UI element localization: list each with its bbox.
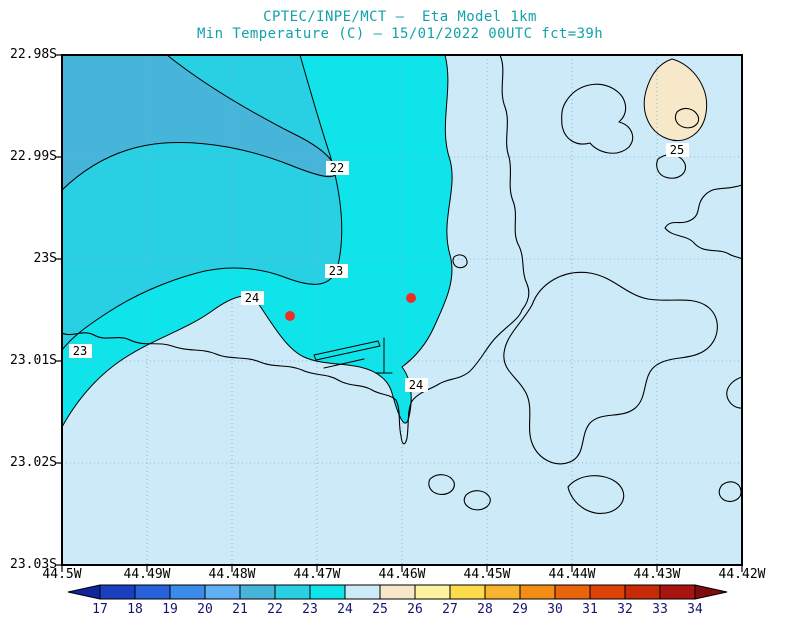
contour-label-24-east: 24 [405, 378, 428, 392]
station-marker-west [285, 311, 295, 321]
colorbar-segment [274, 584, 311, 600]
island-south-east [567, 475, 625, 514]
axis-ticks-bottom [61, 565, 743, 572]
x-axis-label-7: 44.43W [633, 567, 681, 582]
y-axis-label-0: 22.98S [10, 47, 57, 62]
colorbar-tick: 31 [582, 602, 598, 617]
colorbar-segment [169, 584, 206, 600]
island-large-complex [503, 271, 718, 465]
colorbar-segment [344, 584, 381, 600]
y-axis-label-1: 22.99S [10, 149, 57, 164]
island-east-edge-low [718, 481, 742, 502]
island-peninsula-north [561, 83, 634, 154]
colorbar-tick: 19 [162, 602, 178, 617]
x-axis-label-8: 44.42W [718, 567, 766, 582]
colorbar-segment [134, 584, 171, 600]
colorbar-tick: 22 [267, 602, 283, 617]
contour-line-24 [61, 54, 453, 428]
contour-line-22 [61, 54, 337, 191]
contour-label-22: 22 [326, 161, 349, 175]
colorbar-segment [414, 584, 451, 600]
contour-label-23-mid-text: 23 [329, 264, 343, 278]
colorbar-tick: 28 [477, 602, 493, 617]
contour-label-24-west-text: 24 [245, 291, 259, 305]
colorbar-tick: 25 [372, 602, 388, 617]
colorbar: 17 18 19 20 21 22 23 24 25 26 27 28 29 30 31 32 33 34 [67, 584, 728, 617]
y-axis-label-4: 23.02S [10, 455, 57, 470]
colorbar-segment [624, 584, 661, 600]
x-axis-label-0: 44.5W [42, 567, 82, 582]
colorbar-tick: 32 [617, 602, 633, 617]
y-axis-label-5: 23.03S [10, 557, 57, 572]
island-tiny [452, 254, 468, 269]
y-axis-label-2: 23S [33, 251, 57, 266]
colorbar-segment [589, 584, 626, 600]
colorbar-segment [659, 584, 696, 600]
northeast-coastline [499, 54, 530, 311]
island-bay-1 [428, 474, 455, 495]
y-axis-label-3: 23.01S [10, 353, 57, 368]
station-marker-east [406, 293, 416, 303]
contour-label-23-mid: 23 [325, 264, 348, 278]
colorbar-tick: 18 [127, 602, 143, 617]
temperature-contours [61, 54, 453, 428]
colorbar-tick: 30 [547, 602, 563, 617]
colorbar-arrow-right [694, 584, 728, 600]
colorbar-tick: 20 [197, 602, 213, 617]
colorbar-segment [204, 584, 241, 600]
colorbar-tick: 24 [337, 602, 353, 617]
harbor-piers [313, 337, 393, 374]
axis-ticks-left [55, 54, 62, 566]
x-axis-label-2: 44.48W [208, 567, 256, 582]
contour-label-24-east-text: 24 [409, 378, 423, 392]
plot-title-line1: CPTEC/INPE/MCT — Eta Model 1km [263, 9, 537, 25]
coastlines [61, 54, 743, 514]
temp-region-25-26 [643, 58, 708, 141]
temp-region-21-22 [62, 55, 337, 190]
colorbar-segment [449, 584, 486, 600]
colorbar-tick: 33 [652, 602, 668, 617]
mainland-coastline [61, 309, 523, 445]
island-bay-2 [463, 490, 491, 511]
contour-label-24-west: 24 [241, 291, 264, 305]
contour-label-23-southwest: 23 [69, 344, 92, 358]
colorbar-segment [554, 584, 591, 600]
x-axis-label-5: 44.45W [463, 567, 511, 582]
contour-line-23 [61, 54, 343, 351]
x-axis-label-3: 44.47W [293, 567, 341, 582]
colorbar-segment [309, 584, 346, 600]
colorbar-tick: 21 [232, 602, 248, 617]
x-axis-label-6: 44.44W [548, 567, 596, 582]
map-canvas: 22 23 24 23 24 25 [55, 54, 743, 572]
colorbar-tick: 29 [512, 602, 528, 617]
colorbar-tick: 17 [92, 602, 108, 617]
contour-label-22-text: 22 [330, 161, 344, 175]
colorbar-tick: 23 [302, 602, 318, 617]
x-axis-label-4: 44.46W [378, 567, 426, 582]
island-east-edge-mid [726, 376, 743, 409]
colorbar-tick: 34 [687, 602, 703, 617]
contour-label-23-southwest-text: 23 [73, 344, 87, 358]
colorbar-segment [519, 584, 556, 600]
colorbar-segment [99, 584, 136, 600]
contour-label-25: 25 [666, 143, 689, 157]
colorbar-tick: 27 [442, 602, 458, 617]
x-axis-label-1: 44.49W [123, 567, 171, 582]
grid-lines [62, 55, 742, 565]
colorbar-arrow-left [67, 584, 101, 600]
colorbar-tick: 26 [407, 602, 423, 617]
east-edge-peninsula [664, 184, 743, 260]
contour-label-25-text: 25 [670, 143, 684, 157]
map-plot-area: 22 23 24 23 24 25 [55, 54, 743, 572]
plot-title-line2: Min Temperature (C) — 15/01/2022 00UTC f… [196, 26, 604, 42]
colorbar-segment [239, 584, 276, 600]
island-small-1 [674, 107, 700, 129]
colorbar-segment [379, 584, 416, 600]
colorbar-segment [484, 584, 521, 600]
